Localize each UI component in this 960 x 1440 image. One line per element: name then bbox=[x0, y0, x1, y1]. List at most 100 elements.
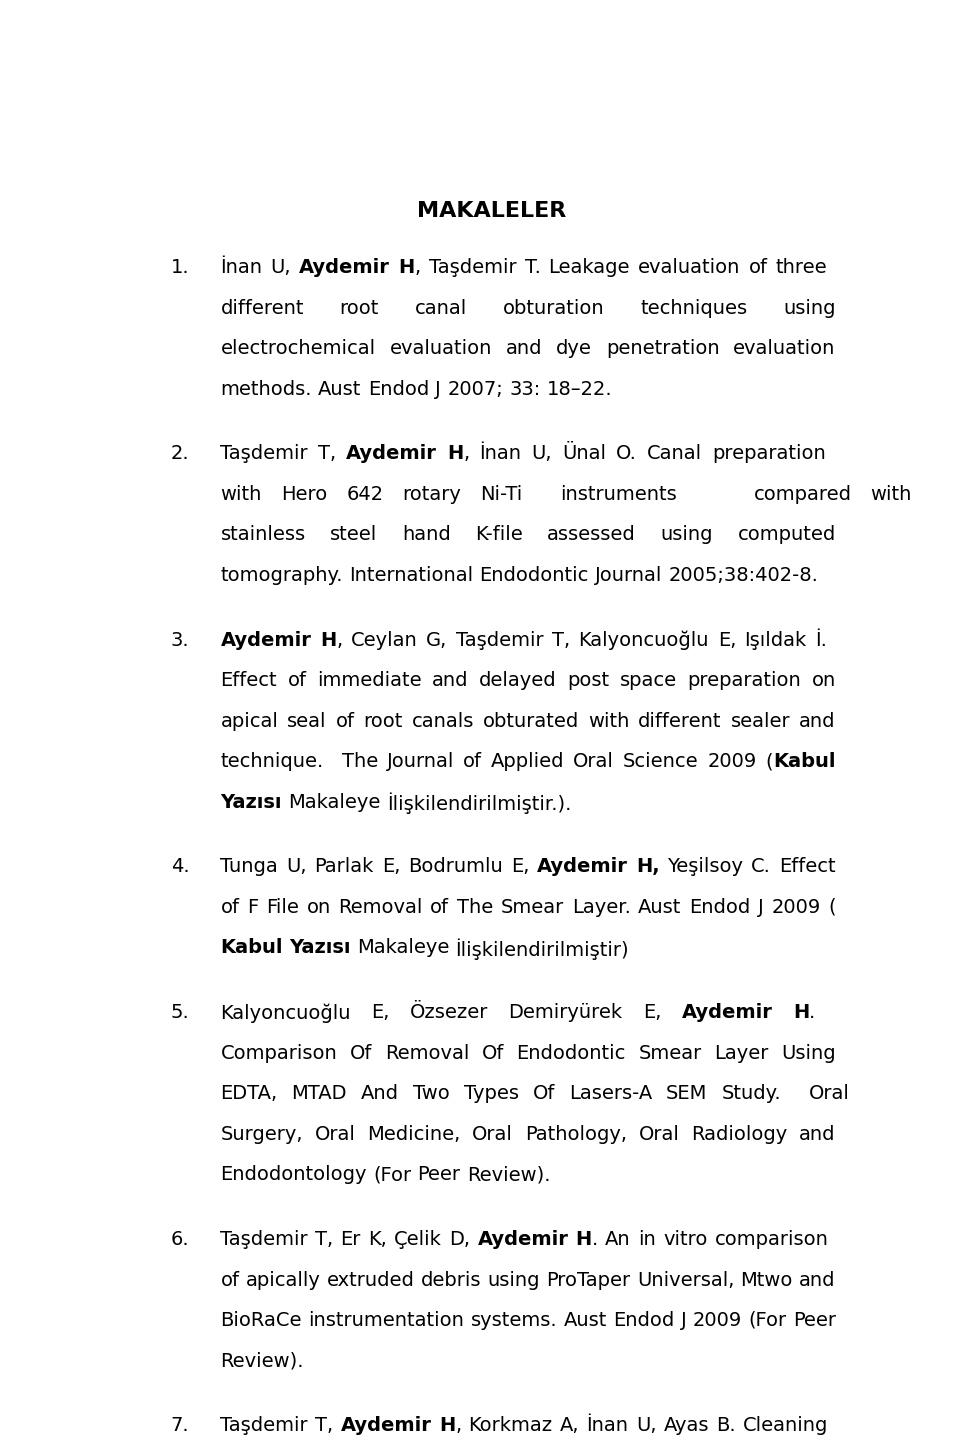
Text: ,: , bbox=[455, 1417, 461, 1436]
Text: Ayas: Ayas bbox=[663, 1417, 709, 1436]
Text: Taşdemir: Taşdemir bbox=[221, 1417, 308, 1436]
Text: with: with bbox=[871, 485, 912, 504]
Text: Mtwo: Mtwo bbox=[740, 1270, 793, 1289]
Text: of: of bbox=[463, 752, 482, 772]
Text: compared: compared bbox=[754, 485, 852, 504]
Text: E,: E, bbox=[511, 857, 529, 877]
Text: Of: Of bbox=[533, 1084, 555, 1103]
Text: on: on bbox=[811, 671, 836, 690]
Text: Removal: Removal bbox=[385, 1044, 469, 1063]
Text: B.: B. bbox=[716, 1417, 736, 1436]
Text: with: with bbox=[221, 485, 262, 504]
Text: space: space bbox=[620, 671, 677, 690]
Text: Journal: Journal bbox=[595, 566, 662, 585]
Text: debris: debris bbox=[421, 1270, 482, 1289]
Text: of: of bbox=[430, 899, 449, 917]
Text: Parlak: Parlak bbox=[315, 857, 373, 877]
Text: E,: E, bbox=[382, 857, 400, 877]
Text: Aust: Aust bbox=[564, 1310, 607, 1331]
Text: G,: G, bbox=[426, 631, 447, 649]
Text: (For: (For bbox=[748, 1310, 786, 1331]
Text: of: of bbox=[221, 1270, 239, 1289]
Text: canal: canal bbox=[415, 298, 468, 318]
Text: Işıldak: Işıldak bbox=[745, 631, 806, 649]
Text: SEM: SEM bbox=[666, 1084, 708, 1103]
Text: in: in bbox=[638, 1230, 656, 1248]
Text: Lasers-A: Lasers-A bbox=[568, 1084, 652, 1103]
Text: Oral: Oral bbox=[638, 1125, 680, 1143]
Text: of: of bbox=[288, 671, 306, 690]
Text: seal: seal bbox=[287, 711, 326, 730]
Text: 2009: 2009 bbox=[771, 899, 821, 917]
Text: instrumentation: instrumentation bbox=[308, 1310, 464, 1331]
Text: C.: C. bbox=[752, 857, 771, 877]
Text: Medicine,: Medicine, bbox=[368, 1125, 461, 1143]
Text: EDTA,: EDTA, bbox=[221, 1084, 277, 1103]
Text: Canal: Canal bbox=[647, 445, 702, 464]
Text: 2009: 2009 bbox=[708, 752, 756, 772]
Text: T,: T, bbox=[315, 1417, 333, 1436]
Text: Removal: Removal bbox=[338, 899, 422, 917]
Text: T.: T. bbox=[524, 258, 540, 276]
Text: using: using bbox=[660, 526, 713, 544]
Text: The: The bbox=[457, 899, 493, 917]
Text: Kalyoncuoğlu: Kalyoncuoğlu bbox=[221, 1004, 351, 1022]
Text: Er: Er bbox=[341, 1230, 361, 1248]
Text: K,: K, bbox=[369, 1230, 387, 1248]
Text: The: The bbox=[342, 752, 377, 772]
Text: Ni-Ti: Ni-Ti bbox=[480, 485, 522, 504]
Text: An: An bbox=[605, 1230, 631, 1248]
Text: Ceylan: Ceylan bbox=[350, 631, 418, 649]
Text: Oral: Oral bbox=[573, 752, 614, 772]
Text: ,: , bbox=[464, 445, 469, 464]
Text: .: . bbox=[591, 1230, 598, 1248]
Text: Effect: Effect bbox=[221, 671, 277, 690]
Text: computed: computed bbox=[737, 526, 836, 544]
Text: different: different bbox=[638, 711, 722, 730]
Text: Peer: Peer bbox=[793, 1310, 836, 1331]
Text: H,: H, bbox=[636, 857, 660, 877]
Text: of: of bbox=[221, 899, 239, 917]
Text: H: H bbox=[447, 445, 464, 464]
Text: (For: (For bbox=[373, 1165, 411, 1184]
Text: İnan: İnan bbox=[479, 445, 521, 464]
Text: A,: A, bbox=[560, 1417, 579, 1436]
Text: Leakage: Leakage bbox=[548, 258, 630, 276]
Text: ProTaper: ProTaper bbox=[546, 1270, 631, 1289]
Text: 3.: 3. bbox=[171, 631, 189, 649]
Text: Yazısı: Yazısı bbox=[289, 939, 350, 958]
Text: İlişkilendirilmiştir.).: İlişkilendirilmiştir.). bbox=[387, 792, 571, 814]
Text: Ünal: Ünal bbox=[562, 445, 606, 464]
Text: Types: Types bbox=[464, 1084, 518, 1103]
Text: different: different bbox=[221, 298, 304, 318]
Text: evaluation: evaluation bbox=[638, 258, 741, 276]
Text: İnan: İnan bbox=[587, 1417, 629, 1436]
Text: on: on bbox=[306, 899, 330, 917]
Text: immediate: immediate bbox=[317, 671, 421, 690]
Text: of: of bbox=[336, 711, 354, 730]
Text: BioRaCe: BioRaCe bbox=[221, 1310, 302, 1331]
Text: Taşdemir: Taşdemir bbox=[221, 1230, 308, 1248]
Text: And: And bbox=[361, 1084, 399, 1103]
Text: three: three bbox=[776, 258, 828, 276]
Text: U,: U, bbox=[286, 857, 306, 877]
Text: preparation: preparation bbox=[687, 671, 801, 690]
Text: using: using bbox=[783, 298, 836, 318]
Text: U,: U, bbox=[532, 445, 552, 464]
Text: File: File bbox=[266, 899, 299, 917]
Text: preparation: preparation bbox=[712, 445, 826, 464]
Text: Review).: Review). bbox=[221, 1352, 304, 1371]
Text: electrochemical: electrochemical bbox=[221, 338, 375, 359]
Text: Layer.: Layer. bbox=[571, 899, 631, 917]
Text: apically: apically bbox=[246, 1270, 321, 1289]
Text: H: H bbox=[576, 1230, 591, 1248]
Text: and: and bbox=[506, 338, 542, 359]
Text: root: root bbox=[340, 298, 379, 318]
Text: Science: Science bbox=[623, 752, 699, 772]
Text: techniques: techniques bbox=[640, 298, 748, 318]
Text: Tunga: Tunga bbox=[221, 857, 278, 877]
Text: Endodontic: Endodontic bbox=[516, 1044, 626, 1063]
Text: 5.: 5. bbox=[171, 1004, 189, 1022]
Text: T,: T, bbox=[315, 1230, 333, 1248]
Text: sealer: sealer bbox=[731, 711, 790, 730]
